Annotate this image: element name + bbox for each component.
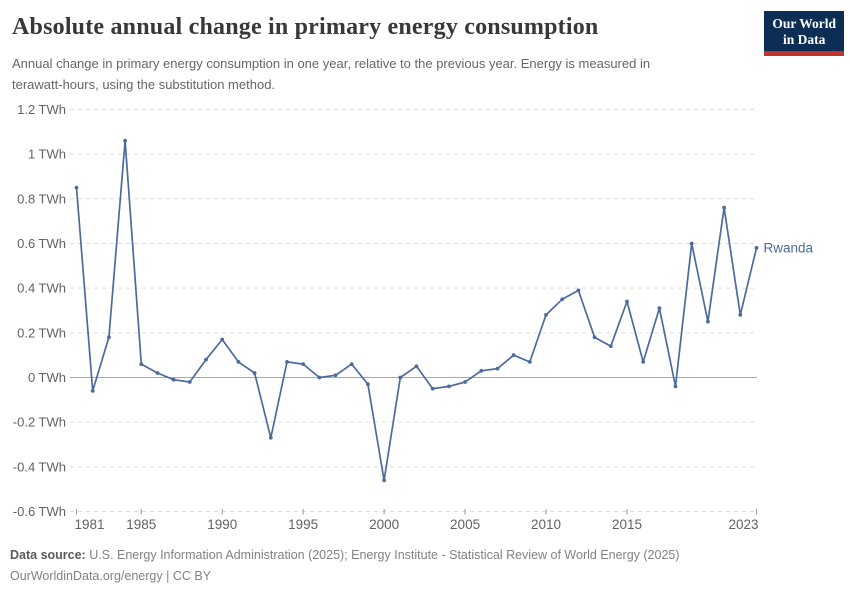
data-point[interactable] [349, 362, 354, 366]
data-point[interactable] [754, 246, 759, 250]
data-point[interactable] [252, 371, 257, 375]
data-point[interactable] [366, 382, 370, 387]
y-axis-label: 0.6 TWh [17, 236, 66, 251]
x-axis-label: 2023 [728, 517, 758, 532]
data-point[interactable] [495, 366, 500, 371]
data-point[interactable] [641, 360, 646, 364]
chart-footer: Data source: U.S. Energy Information Adm… [10, 545, 680, 587]
license-line: OurWorldinData.org/energy | CC BY [10, 566, 680, 587]
data-point[interactable] [301, 362, 306, 366]
owid-url-link[interactable]: OurWorldinData.org/energy [10, 569, 163, 583]
x-axis-label: 1985 [126, 517, 156, 532]
y-axis-label: -0.2 TWh [13, 415, 66, 430]
data-point[interactable] [268, 435, 273, 440]
data-point[interactable] [204, 357, 208, 362]
footer-separator: | [162, 569, 173, 583]
data-point[interactable] [220, 337, 225, 342]
y-axis-label: 0 TWh [28, 370, 66, 385]
data-point[interactable] [430, 386, 435, 391]
data-point[interactable] [625, 299, 629, 304]
x-axis-label: 2010 [531, 517, 561, 532]
data-point[interactable] [123, 138, 127, 143]
y-axis-label: 0.8 TWh [17, 191, 66, 206]
page-title: Absolute annual change in primary energy… [12, 14, 599, 40]
data-point[interactable] [527, 360, 532, 364]
data-point[interactable] [398, 375, 403, 380]
data-point[interactable] [511, 353, 516, 358]
data-point[interactable] [544, 313, 548, 317]
data-point[interactable] [74, 185, 79, 190]
data-point[interactable] [560, 297, 565, 302]
y-axis-label: -0.4 TWh [13, 459, 66, 474]
data-point[interactable] [285, 360, 289, 364]
data-point[interactable] [722, 205, 726, 210]
data-point[interactable] [689, 241, 694, 246]
data-point[interactable] [738, 313, 743, 317]
x-axis-label: 1995 [288, 517, 318, 532]
data-point[interactable] [592, 335, 597, 340]
data-point[interactable] [706, 319, 710, 324]
owid-logo-line1: Our World [772, 16, 836, 31]
data-point[interactable] [317, 375, 322, 380]
data-line[interactable] [75, 139, 758, 482]
data-point[interactable] [382, 478, 386, 483]
owid-logo-line2: in Data [782, 32, 826, 48]
data-point[interactable] [447, 384, 451, 389]
x-axis-label: 1990 [207, 517, 237, 532]
y-axis-label: -0.6 TWh [13, 504, 66, 519]
chart-subtitle-line1: Annual change in primary energy consumpt… [12, 56, 651, 71]
y-axis-label: 1 TWh [28, 147, 66, 162]
data-point[interactable] [187, 380, 192, 384]
chart-subtitle-line2: terawatt-hours, using the substitution m… [12, 77, 276, 92]
data-source-text: U.S. Energy Information Administration (… [89, 548, 680, 562]
data-point[interactable] [576, 288, 581, 293]
x-axis-label: 2000 [369, 517, 399, 532]
y-axis-label: 0.2 TWh [17, 325, 66, 340]
data-point[interactable] [414, 364, 419, 369]
data-point[interactable] [171, 377, 176, 382]
data-point[interactable] [139, 362, 144, 366]
data-point[interactable] [608, 344, 613, 349]
data-point[interactable] [236, 360, 241, 364]
data-point[interactable] [657, 306, 662, 311]
owid-logo[interactable]: Our World in Data [764, 11, 844, 57]
x-axis-label: 1981 [75, 517, 105, 532]
data-point[interactable] [463, 380, 467, 384]
y-axis-label: 0.4 TWh [17, 281, 66, 296]
data-point[interactable] [333, 373, 338, 378]
license-link[interactable]: CC BY [172, 569, 212, 583]
data-point[interactable] [479, 368, 484, 373]
chart-subtitle: Annual change in primary energy consumpt… [12, 53, 650, 95]
data-point[interactable] [107, 335, 111, 340]
data-source-line: Data source: U.S. Energy Information Adm… [10, 545, 680, 566]
data-point[interactable] [90, 389, 95, 393]
y-axis-label: 1.2 TWh [17, 102, 66, 117]
entity-label[interactable]: Rwanda [764, 240, 814, 255]
x-axis-label: 2015 [612, 517, 642, 532]
x-axis-label: 2005 [450, 517, 480, 532]
data-point[interactable] [673, 384, 678, 389]
data-source-label: Data source: [10, 548, 86, 562]
data-point[interactable] [155, 371, 160, 375]
